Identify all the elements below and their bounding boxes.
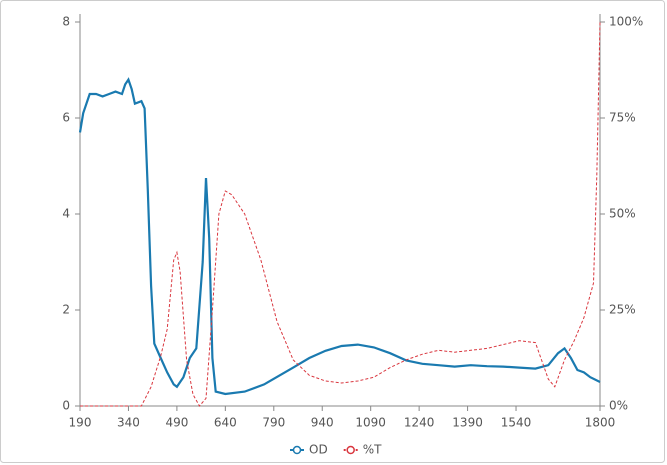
x-tick-label: 1800 — [585, 416, 616, 430]
y-tick-label: 2 — [62, 303, 70, 317]
y2-tick-label: 0% — [609, 399, 628, 413]
x-tick-label: 940 — [311, 416, 334, 430]
x-tick-label: 340 — [117, 416, 140, 430]
y-tick-label: 8 — [62, 15, 70, 29]
y-tick-label: 4 — [62, 207, 70, 221]
x-tick-label: 490 — [165, 416, 188, 430]
x-tick-label: 1540 — [501, 416, 532, 430]
series-line — [78, 77, 601, 396]
y2-tick-label: 100% — [609, 15, 643, 29]
x-tick-label: 640 — [214, 416, 237, 430]
x-tick-label: 1390 — [452, 416, 483, 430]
y-tick-label: 6 — [62, 111, 70, 125]
y-tick-label: 0 — [62, 399, 70, 413]
y2-tick-label: 75% — [609, 111, 636, 125]
legend-marker — [346, 445, 355, 455]
y2-tick-label: 50% — [609, 207, 636, 221]
series-line — [80, 21, 601, 407]
x-tick-label: 1240 — [404, 416, 435, 430]
legend-marker — [292, 445, 302, 455]
legend-label: %T — [363, 443, 382, 457]
x-tick-label: 190 — [69, 416, 92, 430]
legend-label: OD — [309, 443, 328, 457]
y2-tick-label: 25% — [609, 303, 636, 317]
x-tick-label: 1090 — [355, 416, 386, 430]
x-tick-label: 790 — [262, 416, 285, 430]
